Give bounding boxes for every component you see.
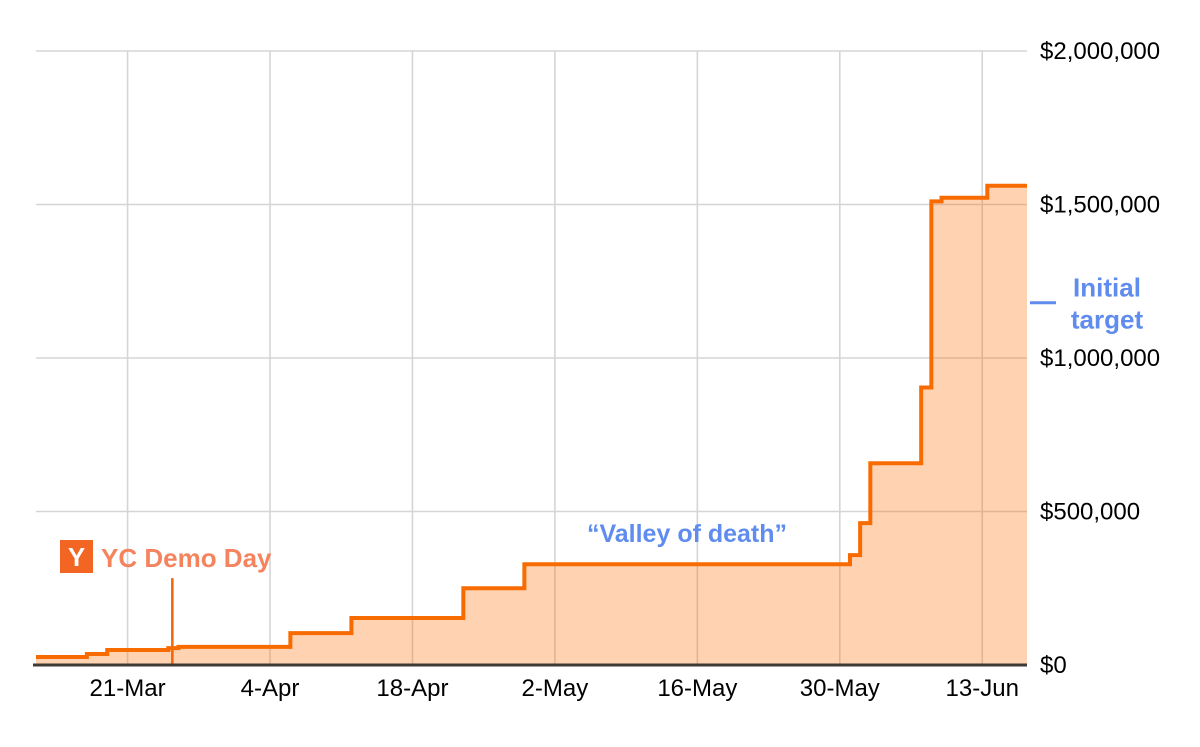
valley-of-death-label: “Valley of death” (587, 520, 787, 548)
yc-logo-icon (60, 540, 93, 573)
x-tick-label: 13-Jun (946, 675, 1019, 702)
y-tick-label: $2,000,000 (1040, 38, 1160, 65)
funds-raised-step-line (36, 183, 1027, 660)
x-tick-label: 21-Mar (90, 675, 166, 702)
x-tick-label: 30-May (800, 675, 880, 702)
x-tick-label: 4-Apr (241, 675, 300, 702)
yc-demo-day-label: YC Demo Day (101, 543, 272, 573)
x-tick-label: 16-May (657, 675, 737, 702)
x-tick-label: 2-May (522, 675, 589, 702)
yc-logo-letter: Y (68, 542, 85, 572)
x-tick-label: 18-Apr (376, 675, 448, 702)
y-tick-label: $1,000,000 (1040, 345, 1160, 372)
initial-target-label-line1: Initial (1073, 273, 1141, 303)
y-tick-label: $1,500,000 (1040, 192, 1160, 219)
initial-target-label-line2: target (1071, 305, 1144, 335)
y-tick-label: $0 (1040, 652, 1067, 679)
funds-raised-area (36, 185, 1027, 665)
y-tick-label: $500,000 (1040, 499, 1140, 526)
